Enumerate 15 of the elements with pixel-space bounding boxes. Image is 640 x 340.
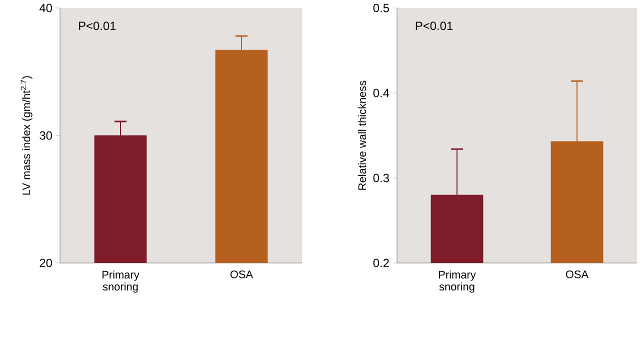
y-tick-label: 0.4 xyxy=(373,88,390,98)
x-tick-label: OSA xyxy=(566,270,589,278)
x-tick-label: OSA xyxy=(230,270,254,278)
annotation: P<0.01 xyxy=(416,22,453,30)
annotation: P<0.01 xyxy=(79,22,116,30)
x-tick-label: Primary snoring xyxy=(439,270,476,293)
y-tick-label: 30 xyxy=(40,131,52,140)
y-axis-title: Relative wall thickness xyxy=(358,80,366,190)
y-tick-label: 0.2 xyxy=(373,258,389,268)
y-tick-label: 40 xyxy=(39,4,52,12)
y-axis-title: LV mass index (gm/ht$^{2.7}$) xyxy=(20,76,32,195)
x-tick-label: Primary snoring xyxy=(102,270,140,293)
y-tick-label: 0.3 xyxy=(373,174,389,182)
y-tick-label: 20 xyxy=(40,258,52,268)
y-tick-label: 0.5 xyxy=(373,4,389,12)
